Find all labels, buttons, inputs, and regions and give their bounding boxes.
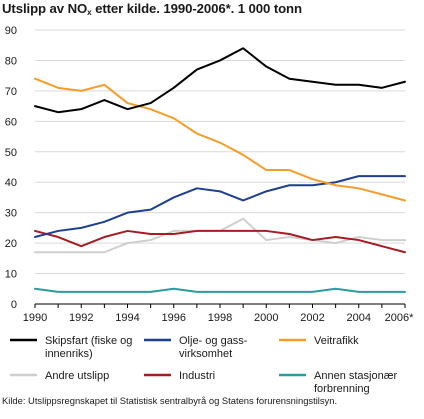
legend-label-1-1: virksomhet	[179, 348, 232, 360]
x-axis-tick-labels: 1990 1992 1994 1996 1998 2000 2002 2004 2006*	[23, 312, 414, 324]
legend-label-0-0: Skipsfart (fiske og	[45, 335, 132, 347]
legend-item-3: Andre utslipp	[10, 370, 109, 382]
x-tick-label-2006: 2006*	[385, 312, 414, 324]
series-line-2	[34, 77, 406, 202]
legend-label-4-0: Industri	[179, 370, 215, 382]
source-note: Kilde: Utslippsregnskapet til Statistisk…	[2, 395, 338, 406]
y-tick-label-60: 60	[5, 116, 17, 128]
x-axis	[34, 303, 406, 308]
series-line-5	[34, 287, 406, 293]
chart-title: Utslipp av NOx etter kilde. 1990-2006*. …	[2, 1, 302, 17]
x-tick-label-1992: 1992	[69, 312, 93, 324]
y-tick-label-70: 70	[5, 86, 17, 98]
y-tick-label-40: 40	[5, 177, 17, 189]
series-lines	[34, 47, 406, 293]
gridlines	[35, 29, 405, 275]
x-tick-label-2002: 2002	[300, 312, 324, 324]
legend-item-4: Industri	[144, 370, 215, 382]
y-tick-label-50: 50	[5, 147, 17, 159]
legend-label-3-0: Andre utslipp	[45, 370, 109, 382]
legend-label-2-0: Veitrafikk	[314, 335, 359, 347]
legend-label-1-0: Olje- og gass-	[179, 335, 248, 347]
x-tick-label-2000: 2000	[254, 312, 278, 324]
series-line-0	[34, 47, 406, 114]
legend-item-1: Olje- og gass-virksomhet	[144, 335, 248, 360]
series-line-4	[34, 229, 406, 254]
title-text-suffix: etter kilde. 1990-2006*. 1 000 tonn	[91, 1, 302, 16]
legend-label-5-1: forbrenning	[314, 383, 370, 395]
legend-label-0-1: innenriks)	[45, 348, 93, 360]
y-tick-label-20: 20	[5, 238, 17, 250]
series-line-1	[34, 175, 406, 239]
y-axis-tick-labels: 0 10 20 30 40 50 60 70 80 90	[5, 25, 17, 311]
y-tick-label-90: 90	[5, 25, 17, 37]
title-subscript: x	[87, 8, 92, 17]
x-tick-label-2004: 2004	[347, 312, 371, 324]
legend-item-2: Veitrafikk	[279, 335, 359, 347]
series-line-3	[34, 217, 406, 254]
x-tick-label-1996: 1996	[162, 312, 186, 324]
y-tick-label-10: 10	[5, 269, 17, 281]
x-tick-label-1990: 1990	[23, 312, 47, 324]
title-text: Utslipp av NO	[2, 1, 88, 16]
y-tick-label-0: 0	[11, 299, 17, 311]
x-tick-label-1998: 1998	[208, 312, 232, 324]
x-tick-label-1994: 1994	[115, 312, 139, 324]
y-tick-label-30: 30	[5, 208, 17, 220]
y-tick-label-80: 80	[5, 55, 17, 67]
legend-label-5-0: Annen stasjonær	[314, 370, 397, 382]
